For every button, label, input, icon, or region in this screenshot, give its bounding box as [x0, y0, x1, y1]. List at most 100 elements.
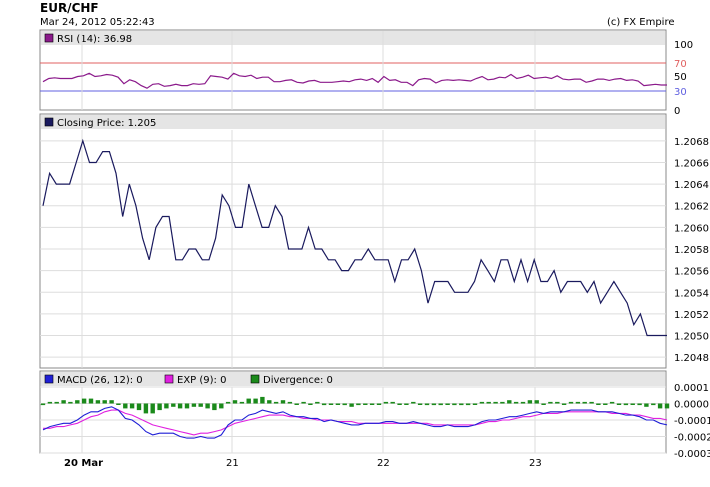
instrument-title: EUR/CHF — [40, 1, 99, 15]
macd-legend-label: MACD (26, 12): 0 — [57, 375, 143, 386]
rsi-tick-0: 0 — [674, 106, 680, 117]
divergence-bar — [520, 401, 526, 404]
divergence-bar — [609, 401, 615, 404]
rsi-panel: RSI (14): 36.98 100 50 0 70 30 — [39, 29, 693, 117]
divergence-bar — [568, 401, 574, 404]
divergence-bar — [129, 403, 135, 409]
divergence-bar — [294, 403, 299, 405]
divergence-bar — [664, 403, 670, 409]
divergence-bar — [404, 403, 409, 405]
divergence-bar — [486, 401, 491, 404]
divergence-bar — [54, 401, 59, 404]
macd-y-tick: -0.0003 — [674, 449, 710, 460]
divergence-bar — [150, 403, 155, 414]
divergence-bar — [239, 401, 245, 404]
price-y-tick: 1.2050 — [674, 332, 709, 343]
divergence-bar — [541, 403, 546, 405]
divergence-bar — [500, 401, 505, 404]
price-y-tick: 1.2060 — [674, 223, 709, 234]
divergence-bar — [164, 403, 169, 409]
divergence-bar — [356, 403, 361, 406]
price-y-tick: 1.2064 — [674, 180, 709, 191]
rsi-tick-50: 50 — [674, 72, 687, 83]
macd-y-tick: -0.0002 — [674, 433, 710, 444]
divergence-bar — [651, 403, 656, 406]
price-y-tick: 1.2066 — [674, 158, 709, 169]
divergence-bar — [61, 400, 66, 404]
divergence-bar — [315, 401, 320, 404]
divergence-bar — [308, 403, 313, 405]
exp-legend-label: EXP (9): 0 — [177, 375, 226, 386]
divergence-bar — [335, 403, 341, 405]
divergence-bar — [438, 403, 443, 406]
rsi-series-line — [42, 72, 667, 89]
x-axis: 20 Mar 21 22 23 — [64, 458, 542, 469]
copyright-notice: (c) FX Empire — [607, 17, 675, 28]
price-y-tick: 1.2056 — [674, 267, 709, 278]
divergence-bar — [342, 403, 347, 406]
x-tick-22: 22 — [377, 458, 390, 469]
x-tick-23: 23 — [529, 458, 542, 469]
macd-legend-swatch — [44, 374, 54, 384]
divergence-bar — [369, 403, 375, 405]
divergence-bar — [40, 403, 46, 406]
macd-y-tick: 0.0001 — [674, 383, 709, 394]
divergence-bar — [143, 403, 149, 414]
macd-y-tick: 0.0000 — [674, 400, 709, 411]
x-tick-20-mar: 20 Mar — [64, 458, 103, 469]
rsi-level-70: 70 — [674, 59, 687, 70]
macd-series-line — [42, 406, 668, 439]
divergence-bar — [376, 403, 382, 405]
divergence-bar — [246, 398, 251, 404]
divergence-bar — [582, 401, 587, 404]
divergence-bar — [219, 403, 224, 409]
price-y-tick: 1.2052 — [674, 310, 709, 321]
divergence-bar — [548, 401, 553, 404]
divergence-bar — [253, 398, 258, 404]
divergence-bar — [198, 403, 203, 407]
divergence-bar — [575, 401, 581, 404]
divergence-bar — [102, 400, 107, 404]
divergence-bar — [616, 403, 622, 405]
divergence-bar — [116, 403, 121, 405]
divergence-bar — [136, 403, 142, 411]
price-y-tick: 1.2054 — [674, 288, 709, 299]
divergence-bar — [177, 403, 183, 409]
divergence-bar — [507, 400, 512, 404]
divergence-bar — [363, 403, 368, 405]
divergence-bar — [397, 403, 402, 405]
divergence-bar — [88, 398, 94, 404]
divergence-bar — [493, 401, 498, 404]
price-legend-label: Closing Price: 1.205 — [57, 118, 156, 129]
divergence-bar — [273, 401, 279, 404]
price-panel: Closing Price: 1.205 1.2068 1.2066 1.2064 1… — [39, 113, 709, 369]
divergence-legend-label: Divergence: 0 — [263, 375, 333, 386]
macd-panel: MACD (26, 12): 0 EXP (9): 0 Divergence: … — [39, 370, 710, 460]
divergence-bar — [513, 401, 519, 404]
divergence-bar — [157, 403, 162, 411]
divergence-bar — [232, 400, 238, 404]
divergence-bar — [123, 403, 128, 409]
rsi-legend-label: RSI (14): 36.98 — [57, 34, 132, 45]
divergence-bar — [95, 400, 101, 404]
divergence-bar — [287, 401, 293, 404]
divergence-bar — [630, 403, 635, 405]
divergence-bar — [424, 403, 430, 406]
price-y-tick: 1.2062 — [674, 202, 709, 213]
divergence-bar — [75, 400, 80, 404]
divergence-bar — [452, 403, 457, 406]
divergence-bar — [383, 401, 389, 404]
divergence-bar — [431, 403, 437, 406]
rsi-tick-100: 100 — [674, 40, 693, 51]
macd-y-tick: -0.0001 — [674, 416, 710, 427]
divergence-bar — [644, 403, 649, 407]
divergence-bar — [321, 403, 327, 406]
price-y-tick: 1.2068 — [674, 137, 709, 148]
divergence-bar — [260, 396, 265, 404]
rsi-legend-swatch — [44, 33, 54, 43]
divergence-bar — [390, 401, 395, 404]
divergence-bar — [349, 403, 354, 407]
price-legend-swatch — [44, 117, 54, 127]
x-tick-21: 21 — [226, 458, 239, 469]
divergence-bar — [459, 403, 464, 406]
